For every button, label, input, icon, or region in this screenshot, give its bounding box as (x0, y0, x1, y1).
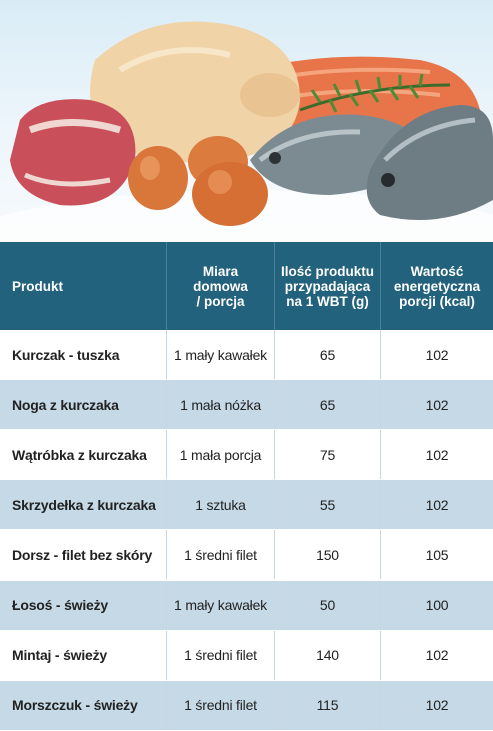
column-divider (166, 480, 167, 530)
cell-household-measure: 1 mały kawałek (174, 597, 267, 613)
cell-product: Łosoś - świeży (12, 597, 109, 613)
cell-energy-kcal: 102 (425, 496, 449, 513)
table-row: Kurczak - tuszka 1 mały kawałek 65 102 (0, 330, 493, 379)
cell-amount-grams: 55 (319, 496, 336, 513)
cell-household-measure: 1 mały kawałek (174, 346, 267, 363)
column-divider (274, 380, 275, 430)
table-row: Noga z kurczaka 1 mała nóżka 65 102 (0, 380, 493, 430)
column-divider (380, 680, 381, 730)
table-row: Skrzydełka z kurczaka 1 sztuka 55 102 (0, 480, 493, 530)
table-header: Produkt Miara domowa / porcja Ilość prod… (0, 242, 493, 330)
cell-product: Mintaj - świeży (12, 647, 108, 664)
header-divider (166, 242, 167, 330)
cell-product: Skrzydełka z kurczaka (12, 496, 156, 513)
column-divider (166, 430, 167, 480)
column-divider (166, 630, 167, 680)
cell-energy-kcal: 105 (425, 546, 449, 563)
cell-household-measure: 1 średni filet (184, 647, 257, 664)
cell-product: Dorsz - filet bez skóry (12, 546, 153, 563)
column-divider (274, 680, 275, 730)
cell-product: Morszczuk - świeży (12, 697, 138, 714)
cell-amount-grams: 50 (319, 597, 336, 613)
meat-fish-eggs-image (0, 21, 493, 242)
header-product: Produkt (12, 278, 64, 294)
cell-amount-grams: 65 (319, 346, 336, 363)
column-divider (274, 430, 275, 480)
header-amount-per-wbt: Ilość produktu przypadająca na 1 WBT (g) (280, 263, 374, 309)
food-photo (0, 0, 493, 242)
nutrition-table: Produkt Miara domowa / porcja Ilość prod… (0, 242, 493, 731)
column-divider (274, 330, 275, 379)
column-divider (380, 430, 381, 480)
cell-energy-kcal: 102 (425, 647, 449, 664)
cell-amount-grams: 150 (316, 546, 339, 563)
column-divider (166, 580, 167, 630)
cell-household-measure: 1 mała porcja (179, 446, 262, 463)
header-household-measure: Miara domowa / porcja (193, 263, 248, 309)
table-row: Mintaj - świeży 1 średni filet 140 102 (0, 630, 493, 680)
cell-energy-kcal: 102 (425, 396, 449, 413)
cell-amount-grams: 115 (316, 697, 339, 714)
column-divider (166, 530, 167, 580)
cell-energy-kcal: 100 (425, 597, 449, 613)
cell-energy-kcal: 102 (425, 346, 449, 363)
cell-household-measure: 1 średni filet (184, 546, 257, 563)
cell-energy-kcal: 102 (425, 697, 449, 714)
column-divider (274, 630, 275, 680)
header-divider (380, 242, 381, 330)
column-divider (274, 530, 275, 580)
column-divider (380, 330, 381, 379)
column-divider (380, 630, 381, 680)
table-row: Morszczuk - świeży 1 średni filet 115 102 (0, 680, 493, 730)
column-divider (274, 580, 275, 630)
cell-amount-grams: 65 (319, 396, 336, 413)
cell-amount-grams: 75 (319, 446, 336, 463)
column-divider (380, 480, 381, 530)
cell-household-measure: 1 średni filet (184, 697, 257, 714)
header-divider (274, 242, 275, 330)
cell-product: Noga z kurczaka (12, 396, 119, 413)
column-divider (166, 330, 167, 379)
cell-household-measure: 1 sztuka (195, 496, 246, 513)
cell-amount-grams: 140 (316, 647, 339, 664)
header-energy-value: Wartość energetyczna porcji (kcal) (393, 263, 481, 309)
cell-household-measure: 1 mała nóżka (180, 396, 261, 413)
column-divider (274, 480, 275, 530)
column-divider (166, 680, 167, 730)
cell-energy-kcal: 102 (425, 446, 449, 463)
table-row: Łosoś - świeży 1 mały kawałek 50 100 (0, 580, 493, 630)
column-divider (380, 530, 381, 580)
cell-product: Wątróbka z kurczaka (12, 446, 147, 463)
table-row: Wątróbka z kurczaka 1 mała porcja 75 102 (0, 430, 493, 480)
column-divider (380, 580, 381, 630)
table-row: Dorsz - filet bez skóry 1 średni filet 150… (0, 530, 493, 580)
column-divider (166, 380, 167, 430)
column-divider (380, 380, 381, 430)
cell-product: Kurczak - tuszka (12, 346, 120, 363)
